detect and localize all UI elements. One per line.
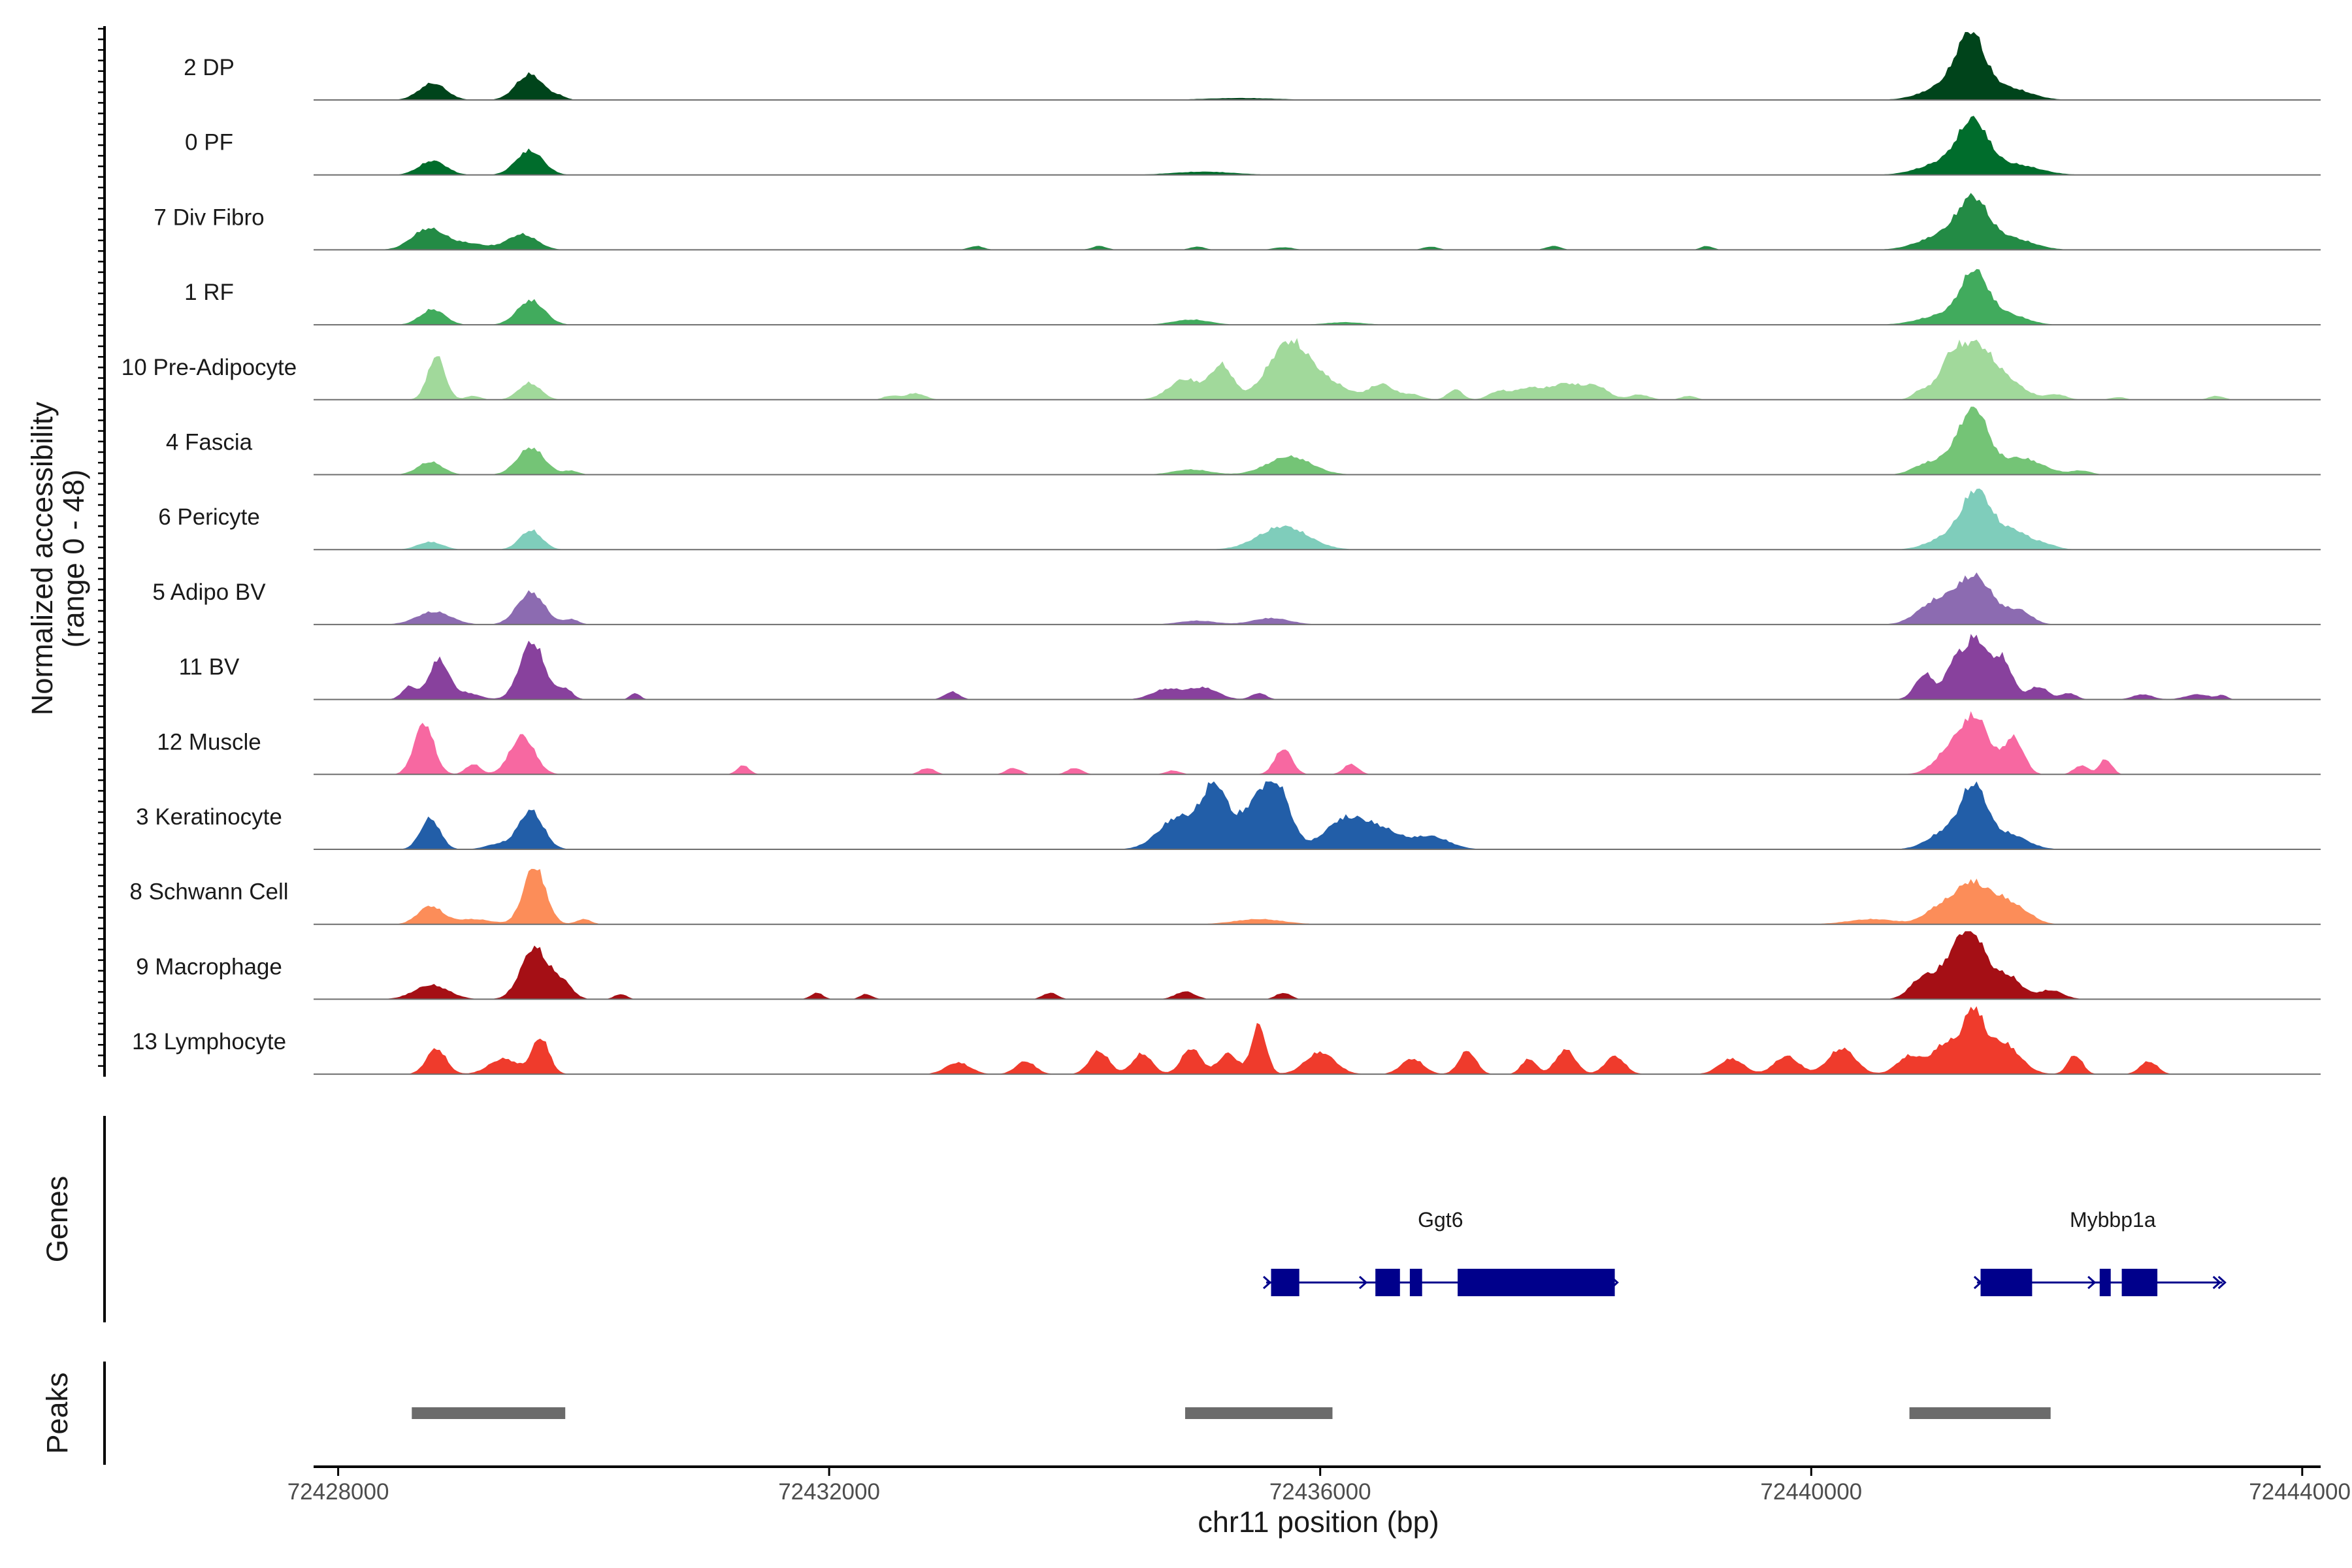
strand-chevron xyxy=(1358,1275,1368,1290)
coverage-area xyxy=(314,116,2321,175)
track-label: 1 RF xyxy=(184,280,234,305)
track-label: 10 Pre-Adipocyte xyxy=(122,355,297,380)
gene-ggt6: Ggt6 xyxy=(1263,1208,1619,1296)
track-0: 2 DP xyxy=(184,32,2321,101)
strand-chevron xyxy=(2217,1275,2227,1290)
track-label: 13 Lymphocyte xyxy=(132,1029,286,1054)
y-axis-label: Normalized accessibility xyxy=(25,401,59,715)
track-4: 10 Pre-Adipocyte xyxy=(122,338,2321,400)
peaks-panel: Peaks xyxy=(41,1362,2051,1465)
track-7: 5 Adipo BV xyxy=(152,572,2321,625)
coverage-area xyxy=(314,931,2321,1000)
strand-chevron xyxy=(1263,1275,1272,1290)
track-label: 12 Muscle xyxy=(157,729,261,755)
gene-models: Ggt6 Mybbp1a xyxy=(1263,1208,2227,1296)
x-tick-label: 72428000 xyxy=(287,1479,389,1505)
coverage-area xyxy=(314,406,2321,475)
track-13: 13 Lymphocyte xyxy=(132,1006,2321,1075)
strand-chevron xyxy=(2212,1275,2221,1290)
gene-exon xyxy=(2121,1269,2158,1296)
track-5: 4 Fascia xyxy=(166,406,2321,476)
gene-exon xyxy=(2099,1269,2111,1296)
gene-exon xyxy=(1980,1269,2033,1296)
x-axis: 72428000 72432000 72436000 72440000 72444000 xyxy=(287,1465,2351,1505)
x-tick-label: 72432000 xyxy=(778,1479,880,1505)
gene-label: Ggt6 xyxy=(1418,1208,1463,1232)
track-1: 0 PF xyxy=(185,116,2321,176)
y-axis-title: Normalized accessibility (range 0 - 48) xyxy=(25,401,90,715)
coverage-area xyxy=(314,634,2321,700)
peak-regions xyxy=(412,1407,2051,1419)
coverage-tracks: 2 DP 0 PF 7 Div Fibro 1 RF 10 Pre-Adipocyte 4… xyxy=(122,32,2321,1075)
peaks-panel-label: Peaks xyxy=(41,1372,74,1454)
gene-exon xyxy=(1409,1269,1422,1296)
track-label: 4 Fascia xyxy=(166,430,253,455)
x-tick-label: 72440000 xyxy=(1760,1479,1862,1505)
peak-region-bar xyxy=(1185,1407,1333,1419)
peak-region-bar xyxy=(412,1407,566,1419)
track-label: 3 Keratinocyte xyxy=(136,804,282,830)
y-axis xyxy=(98,26,106,1077)
gene-exon xyxy=(1458,1269,1615,1296)
track-label: 6 Pericyte xyxy=(158,504,260,530)
gene-mybbp1a: Mybbp1a xyxy=(1973,1208,2227,1296)
track-10: 3 Keratinocyte xyxy=(136,781,2321,850)
track-11: 8 Schwann Cell xyxy=(129,868,2321,925)
track-12: 9 Macrophage xyxy=(136,931,2321,1000)
track-label: 9 Macrophage xyxy=(136,954,282,979)
genes-panel: Genes Ggt6 Mybbp1a xyxy=(41,1116,2227,1322)
gene-exon xyxy=(1375,1269,1400,1296)
coverage-area xyxy=(314,711,2321,775)
genes-panel-label: Genes xyxy=(41,1176,74,1263)
coverage-area xyxy=(314,338,2321,400)
track-label: 11 BV xyxy=(179,655,240,680)
track-label: 5 Adipo BV xyxy=(152,580,266,605)
track-9: 12 Muscle xyxy=(157,711,2321,776)
coverage-area xyxy=(314,781,2321,849)
coverage-area xyxy=(314,269,2321,325)
track-label: 8 Schwann Cell xyxy=(129,879,288,905)
y-axis-range-label: (range 0 - 48) xyxy=(57,470,90,648)
coverage-area xyxy=(314,32,2321,100)
coverage-area xyxy=(314,1006,2321,1075)
track-label: 7 Div Fibro xyxy=(154,204,264,230)
x-tick-label: 72444000 xyxy=(2249,1479,2351,1505)
track-label: 0 PF xyxy=(185,130,233,155)
x-tick-label: 72436000 xyxy=(1269,1479,1371,1505)
coverage-area xyxy=(314,868,2321,924)
track-8: 11 BV xyxy=(179,634,2321,700)
strand-chevron xyxy=(2087,1275,2097,1290)
track-2: 7 Div Fibro xyxy=(154,193,2321,251)
track-6: 6 Pericyte xyxy=(158,488,2321,551)
coverage-area xyxy=(314,572,2321,625)
gene-exon xyxy=(1271,1269,1299,1296)
coverage-area xyxy=(314,193,2321,250)
peak-region-bar xyxy=(1909,1407,2051,1419)
gene-label: Mybbp1a xyxy=(2070,1208,2156,1232)
track-label: 2 DP xyxy=(184,55,235,80)
coverage-area xyxy=(314,488,2321,550)
x-axis-label: chr11 position (bp) xyxy=(1198,1505,1439,1539)
track-3: 1 RF xyxy=(184,269,2321,326)
